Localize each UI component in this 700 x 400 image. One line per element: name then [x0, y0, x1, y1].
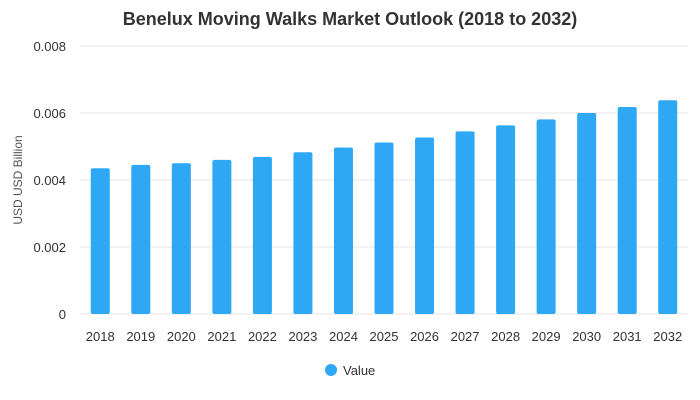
chart-title: Benelux Moving Walks Market Outlook (201… — [123, 9, 577, 29]
y-tick-label: 0.002 — [33, 240, 66, 255]
bar-2022[interactable] — [252, 156, 272, 314]
x-tick-label: 2022 — [248, 329, 277, 344]
bar-2025[interactable] — [374, 142, 394, 314]
x-tick-label: 2024 — [329, 329, 358, 344]
x-axis-ticks: 2018 2019 2020 2021 2022 2023 2024 2025 2026 2027… — [86, 329, 682, 344]
bar-2028[interactable] — [496, 125, 516, 315]
y-tick-label: 0.004 — [33, 173, 66, 188]
x-tick-label: 2029 — [532, 329, 561, 344]
bar-2020[interactable] — [171, 163, 191, 314]
bar-2032[interactable] — [658, 100, 678, 315]
bar-2031[interactable] — [617, 106, 637, 314]
x-tick-label: 2018 — [86, 329, 115, 344]
legend-label-value: Value — [343, 363, 375, 378]
x-tick-label: 2019 — [126, 329, 155, 344]
y-axis-ticks: 0 0.002 0.004 0.006 0.008 — [33, 39, 66, 322]
y-tick-label: 0 — [59, 307, 66, 322]
bar-2019[interactable] — [131, 164, 151, 314]
bar-2018[interactable] — [90, 168, 110, 314]
x-tick-label: 2026 — [410, 329, 439, 344]
y-tick-label: 0.006 — [33, 106, 66, 121]
x-tick-label: 2025 — [370, 329, 399, 344]
x-tick-label: 2020 — [167, 329, 196, 344]
bar-2029[interactable] — [536, 119, 556, 315]
x-tick-label: 2030 — [572, 329, 601, 344]
x-tick-label: 2032 — [653, 329, 682, 344]
x-tick-label: 2028 — [491, 329, 520, 344]
x-tick-label: 2023 — [288, 329, 317, 344]
bar-2027[interactable] — [455, 131, 475, 314]
legend-swatch-value — [325, 364, 337, 376]
y-tick-label: 0.008 — [33, 39, 66, 54]
x-tick-label: 2031 — [613, 329, 642, 344]
bars — [90, 100, 678, 315]
bar-2030[interactable] — [577, 113, 597, 314]
bar-2021[interactable] — [212, 159, 232, 314]
bar-2024[interactable] — [333, 147, 353, 315]
legend[interactable]: Value — [325, 363, 375, 378]
x-tick-label: 2027 — [451, 329, 480, 344]
x-tick-label: 2021 — [207, 329, 236, 344]
bar-2026[interactable] — [415, 137, 435, 314]
y-axis-label: USD USD Billion — [11, 135, 25, 224]
bar-2023[interactable] — [293, 152, 313, 314]
